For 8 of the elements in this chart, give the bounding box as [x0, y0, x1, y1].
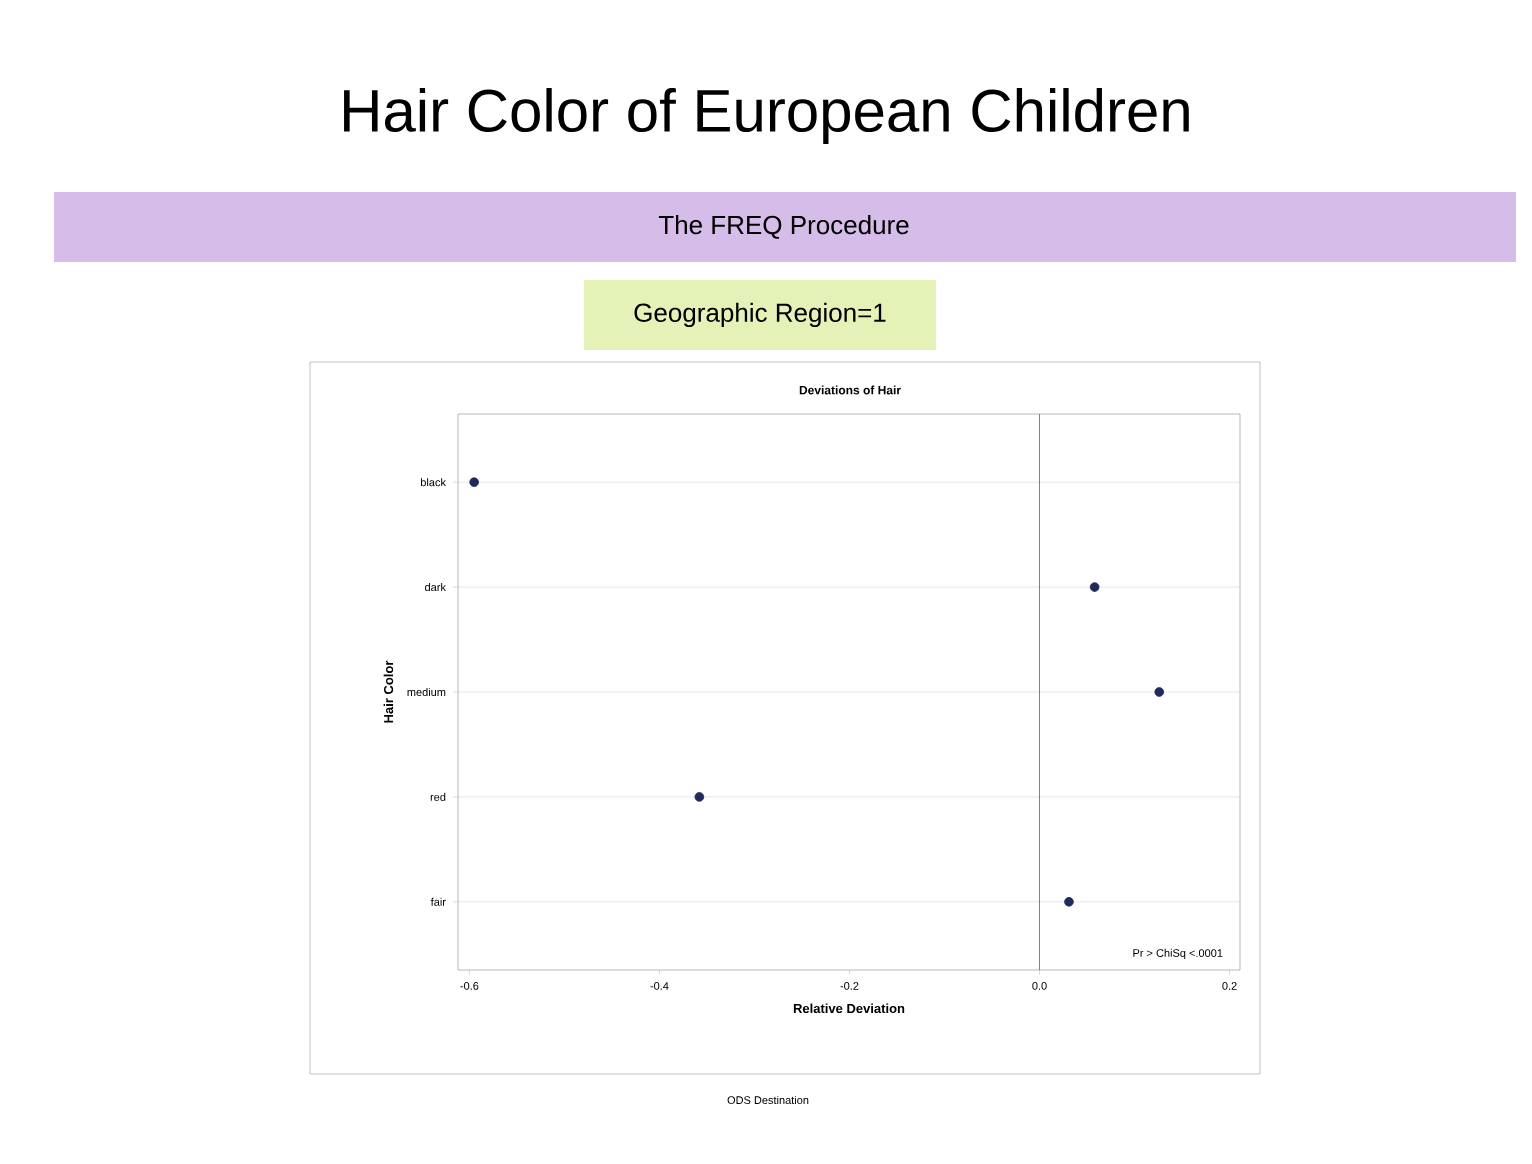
- chart-subtitle: The FREQ Procedure: [658, 215, 909, 239]
- point: [469, 477, 479, 487]
- text: Geographic Region=1: [634, 302, 886, 328]
- point: [1089, 582, 1100, 592]
- point: [1064, 897, 1074, 907]
- point: [1154, 687, 1165, 697]
- point: [694, 792, 705, 802]
- chart-title: Hair Color of European Children: [344, 88, 1189, 144]
